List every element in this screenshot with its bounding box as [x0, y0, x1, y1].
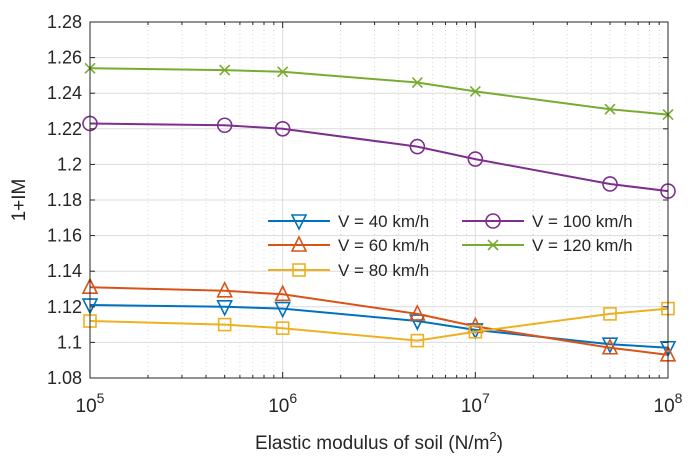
x-tick-label-base: 10: [461, 396, 482, 417]
x-tick-label: 107: [461, 390, 490, 417]
x-tick-label-exponent: 7: [482, 390, 490, 406]
data-point-x: [219, 64, 231, 76]
data-point-triangle-up: [216, 280, 233, 298]
x-tick-label-exponent: 5: [97, 390, 105, 406]
grid: [89, 21, 669, 379]
series-line: [89, 307, 669, 342]
axis-ticks: 1.08 1.1 1.12 1.14 1.16 1.18 1.2 1.22 1.24 1.26 1.…: [47, 12, 683, 417]
y-tick-label: 1.16: [47, 226, 82, 246]
data-point-triangle-down: [290, 214, 308, 231]
data-point-square: [275, 321, 290, 335]
data-point-x: [277, 66, 289, 78]
data-point-triangle-up: [601, 337, 619, 355]
legend-label: V = 120 km/h: [532, 236, 633, 255]
y-tick-label: 1.28: [47, 12, 82, 32]
legend-label: V = 100 km/h: [532, 212, 633, 231]
data-point-circle: [274, 121, 291, 137]
data-point-circle: [485, 213, 501, 229]
x-tick-label-exponent: 6: [289, 390, 297, 406]
legend-item: V = 40 km/h: [268, 212, 429, 231]
legend: V = 40 km/h V = 100 km/h V = 60 km/h V = 12…: [268, 212, 633, 280]
data-point-triangle-down: [409, 314, 426, 331]
data-point-triangle-down: [274, 301, 291, 319]
y-tick-label: 1.24: [47, 83, 82, 103]
data-point-triangle-up: [409, 304, 426, 321]
x-axis-label: Elastic modulus of soil (N/m2): [255, 429, 503, 454]
data-point-x: [604, 103, 616, 115]
data-point-square: [603, 307, 617, 321]
y-tick-label: 1.12: [47, 297, 82, 317]
x-axis-label-main: Elastic modulus of soil (N/m: [255, 433, 489, 454]
y-tick-label: 1.26: [47, 48, 82, 68]
x-tick-label: 108: [654, 390, 683, 417]
legend-item: V = 100 km/h: [462, 212, 633, 231]
data-point-circle: [216, 117, 233, 134]
data-point-circle: [467, 151, 484, 167]
y-tick-label: 1.2: [57, 154, 82, 174]
legend-item: V = 80 km/h: [268, 261, 429, 280]
series-layer: [81, 62, 677, 362]
y-tick-label: 1.22: [47, 119, 82, 139]
data-point-circle: [602, 176, 618, 192]
data-point-square: [217, 317, 232, 332]
data-point-square: [468, 324, 483, 339]
data-point-x: [411, 76, 423, 89]
x-tick-label: 105: [76, 390, 105, 417]
data-point-square: [410, 333, 425, 348]
series-2: [81, 277, 677, 362]
series-line: [89, 67, 669, 116]
series-line: [89, 122, 669, 193]
x-axis-label-sup: 2: [489, 429, 496, 444]
y-tick-label: 1.14: [47, 261, 82, 281]
x-tick-label-exponent: 8: [675, 390, 683, 406]
legend-label: V = 80 km/h: [338, 261, 429, 280]
legend-label: V = 40 km/h: [338, 212, 429, 231]
y-tick-label: 1.08: [47, 368, 82, 388]
y-tick-label: 1.18: [47, 190, 82, 210]
data-point-x: [487, 239, 499, 251]
series-line: [89, 286, 669, 356]
data-point-triangle-up: [290, 235, 308, 252]
x-tick-label-base: 10: [76, 396, 97, 417]
data-point-circle: [409, 138, 426, 155]
data-point-x: [469, 85, 481, 97]
y-tick-label: 1.1: [57, 332, 82, 352]
legend-label: V = 60 km/h: [338, 236, 429, 255]
y-axis-label: 1+IM: [9, 179, 30, 222]
legend-item: V = 60 km/h: [268, 235, 429, 255]
x-tick-label-base: 10: [268, 396, 289, 417]
legend-item: V = 120 km/h: [462, 236, 633, 255]
series-line: [89, 304, 669, 349]
x-tick-label: 106: [268, 390, 297, 417]
data-point-square: [292, 263, 306, 277]
x-tick-label-base: 10: [654, 396, 675, 417]
series-5: [84, 62, 674, 121]
data-point-triangle-up: [274, 284, 291, 302]
x-axis-label-end: ): [497, 433, 503, 454]
data-point-triangle-down: [216, 299, 233, 317]
